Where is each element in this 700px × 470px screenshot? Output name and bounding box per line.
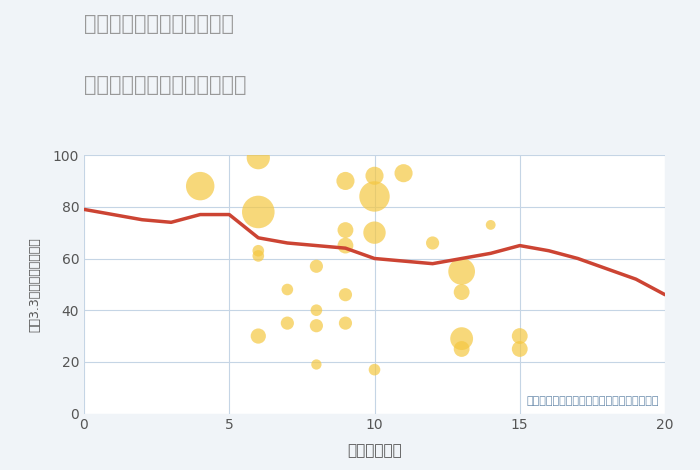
- Point: [195, 182, 206, 190]
- Point: [369, 172, 380, 180]
- Point: [253, 332, 264, 340]
- Point: [369, 229, 380, 236]
- Point: [369, 193, 380, 200]
- Point: [340, 177, 351, 185]
- Point: [340, 226, 351, 234]
- Point: [253, 154, 264, 161]
- X-axis label: 駅距離（分）: 駅距離（分）: [347, 444, 402, 459]
- Point: [369, 366, 380, 373]
- Point: [253, 208, 264, 216]
- Point: [311, 361, 322, 368]
- Point: [456, 267, 468, 275]
- Point: [514, 345, 525, 352]
- Point: [456, 288, 468, 296]
- Point: [311, 322, 322, 329]
- Point: [456, 345, 468, 352]
- Point: [340, 291, 351, 298]
- Point: [311, 306, 322, 314]
- Point: [427, 239, 438, 247]
- Point: [311, 262, 322, 270]
- Point: [340, 320, 351, 327]
- Point: [485, 221, 496, 228]
- Point: [340, 242, 351, 249]
- Point: [281, 286, 293, 293]
- Text: 円の大きさは、取引のあった物件面積を示す: 円の大きさは、取引のあった物件面積を示す: [526, 396, 659, 406]
- Text: 三重県四日市市西坂部町の: 三重県四日市市西坂部町の: [84, 14, 234, 34]
- Point: [398, 169, 409, 177]
- Point: [514, 332, 525, 340]
- Point: [281, 320, 293, 327]
- Y-axis label: 平（3.3㎡）単価（万円）: 平（3.3㎡）単価（万円）: [29, 237, 42, 332]
- Text: 駅距離別中古マンション価格: 駅距離別中古マンション価格: [84, 75, 246, 95]
- Point: [253, 252, 264, 259]
- Point: [253, 247, 264, 254]
- Point: [456, 335, 468, 342]
